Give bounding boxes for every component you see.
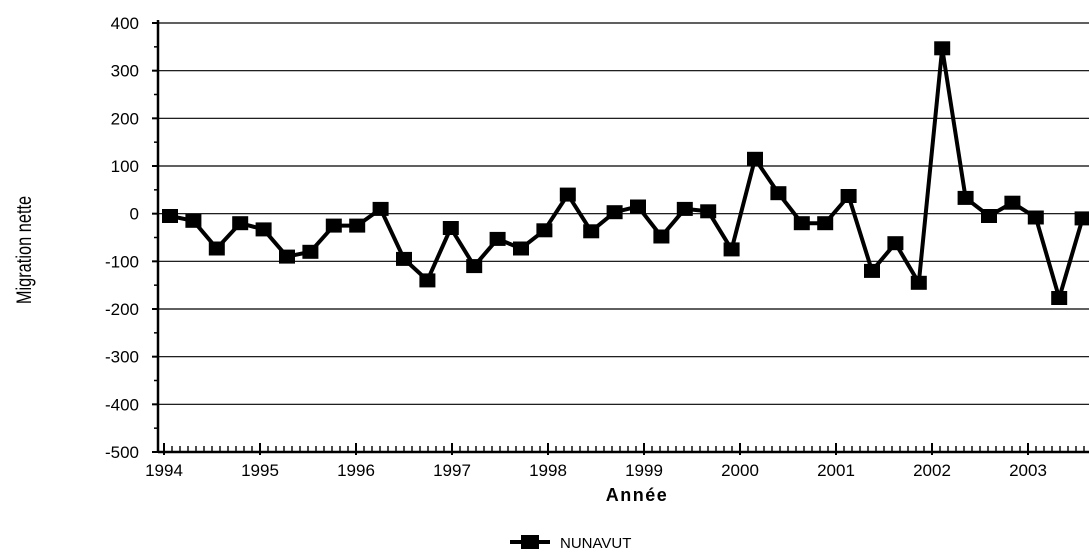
y-tick-label: -100 (105, 252, 139, 271)
data-point (957, 190, 974, 205)
data-point (981, 209, 997, 223)
legend-label-nunavut: NUNAVUT (560, 535, 631, 552)
data-point (864, 263, 880, 278)
legend-square-marker (521, 535, 539, 549)
x-tick-label: 1996 (337, 461, 375, 480)
y-axis-ticks: 400 300 200 100 0 -100 -200 -300 -400 -500 (105, 14, 158, 462)
x-tick-label: 2003 (1009, 461, 1047, 480)
data-point (185, 213, 202, 228)
data-point (372, 201, 389, 216)
data-point (583, 224, 600, 239)
data-point (442, 221, 459, 235)
data-point (653, 229, 670, 244)
data-point (396, 251, 412, 266)
data-point (208, 241, 225, 256)
x-tick-label: 2001 (817, 461, 855, 480)
data-point (1004, 195, 1021, 210)
data-point (840, 189, 857, 203)
data-point (1074, 211, 1089, 226)
x-tick-label: 2002 (913, 461, 951, 480)
data-point (489, 231, 506, 246)
data-point (723, 242, 740, 257)
y-tick-label: 400 (111, 14, 139, 33)
data-point (1027, 210, 1044, 225)
data-point (536, 223, 553, 238)
data-point (325, 218, 342, 233)
x-tick-label: 1994 (145, 461, 183, 480)
x-axis-ticks: 1994 1995 1996 1997 1998 1999 2000 2001 2002 2003 (145, 443, 1085, 480)
data-point (1051, 291, 1068, 305)
data-point (466, 259, 483, 274)
x-tick-label: 1998 (529, 461, 567, 480)
data-point (676, 201, 693, 216)
series-nunavut (162, 41, 1089, 306)
data-point (513, 241, 529, 256)
y-tick-label: 300 (111, 62, 139, 81)
data-point (934, 41, 951, 56)
y-tick-label: -200 (105, 300, 139, 319)
data-point (700, 204, 717, 219)
y-axis-title: Migration nette (12, 196, 35, 304)
data-point (162, 209, 178, 223)
y-tick-label: 200 (111, 109, 139, 128)
data-point (279, 249, 295, 264)
data-point (887, 236, 904, 251)
data-point (910, 275, 927, 290)
data-point (349, 218, 366, 233)
data-point (793, 216, 810, 231)
y-tick-label: -500 (105, 443, 139, 462)
data-point (255, 222, 272, 237)
x-axis-title: Année (606, 485, 669, 505)
data-point (232, 216, 249, 231)
x-tick-label: 1995 (241, 461, 279, 480)
gridlines (158, 22, 1089, 405)
data-point (419, 273, 436, 288)
data-point (630, 199, 646, 214)
y-tick-label: -400 (105, 395, 139, 414)
y-tick-label: -300 (105, 348, 139, 367)
x-tick-label: 1997 (433, 461, 471, 480)
data-point (770, 186, 787, 201)
y-tick-label: 100 (111, 157, 139, 176)
y-tick-label: 0 (130, 205, 139, 224)
data-point (302, 244, 319, 259)
data-point (606, 205, 623, 220)
data-point (817, 216, 834, 231)
legend: NUNAVUT (510, 535, 631, 552)
series-line (169, 47, 1085, 306)
data-point (747, 151, 763, 166)
x-tick-label: 1999 (625, 461, 663, 480)
x-tick-label: 2000 (721, 461, 759, 480)
data-point (559, 187, 576, 202)
